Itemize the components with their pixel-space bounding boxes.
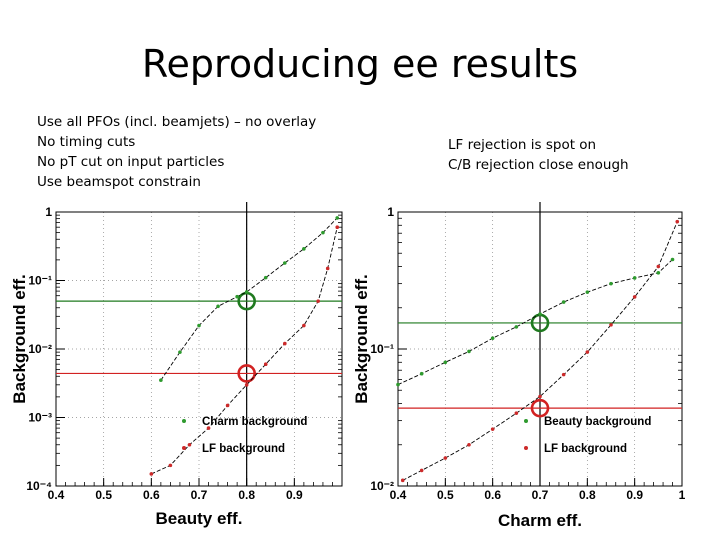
- legend-marker: [182, 419, 186, 423]
- data-point: [244, 290, 249, 294]
- data-point: [467, 349, 471, 354]
- note-line: Use all PFOs (incl. beamjets) – no overl…: [37, 114, 317, 130]
- data-point: [609, 323, 613, 327]
- x-tick-label: 0.9: [626, 488, 643, 502]
- data-point: [538, 312, 542, 316]
- y-tick-label: 10⁻¹: [28, 274, 52, 288]
- chart-2: 0.4 0.5 0.6 0.7 0.8 0.9 1 1 10⁻¹ 10⁻² Beauty backg…: [352, 202, 686, 530]
- data-point: [263, 362, 268, 366]
- legend-marker: [524, 446, 528, 450]
- data-point: [197, 323, 201, 328]
- slide-title: Reproducing ee results: [141, 42, 579, 86]
- data-point: [585, 290, 590, 294]
- series-line: [151, 227, 338, 475]
- y-axis-label: Background eff.: [352, 274, 371, 403]
- data-point: [609, 281, 613, 286]
- data-point: [656, 264, 661, 269]
- series-line: [397, 259, 673, 385]
- data-point: [419, 371, 424, 376]
- x-tick-label: 0.6: [143, 488, 160, 502]
- series-line: [160, 217, 338, 381]
- data-point: [159, 378, 163, 383]
- legend-label: LF background: [544, 443, 627, 455]
- data-point: [216, 304, 220, 309]
- data-point: [443, 456, 448, 460]
- data-point: [302, 247, 306, 251]
- note-line: No timing cuts: [37, 134, 136, 150]
- right-notes: LF rejection is spot on C/B rejection cl…: [448, 135, 629, 175]
- x-tick-label: 0.4: [48, 488, 65, 502]
- y-tick-label: 10⁻³: [28, 411, 52, 425]
- data-point: [263, 275, 268, 280]
- x-tick-label: 0.6: [484, 488, 501, 502]
- data-point: [656, 270, 661, 275]
- legend-label: LF background: [202, 443, 285, 455]
- data-point: [675, 219, 680, 224]
- working-point-circle: [237, 364, 256, 383]
- data-point: [514, 411, 519, 415]
- data-point: [178, 350, 182, 354]
- x-tick-label: 0.7: [532, 488, 549, 502]
- x-tick-label: 0.5: [437, 488, 454, 502]
- y-axis-label: Background eff.: [10, 274, 29, 403]
- data-point: [235, 294, 239, 299]
- legend-marker: [524, 419, 528, 423]
- x-tick-label: 0.4: [390, 488, 407, 502]
- legend-label: Charm background: [202, 416, 307, 428]
- data-point: [149, 472, 154, 476]
- data-point: [206, 426, 211, 430]
- data-point: [514, 325, 519, 329]
- working-point-circle: [530, 398, 550, 418]
- data-point: [321, 230, 325, 235]
- data-point: [467, 442, 471, 447]
- note-line: No pT cut on input particles: [37, 154, 225, 170]
- y-tick-label: 10⁻⁴: [26, 479, 52, 493]
- data-point: [316, 299, 320, 303]
- data-point: [419, 468, 424, 473]
- data-point: [396, 382, 400, 387]
- x-tick-label: 0.7: [191, 488, 208, 502]
- data-point: [400, 478, 405, 483]
- data-point: [283, 261, 287, 265]
- y-tick-label: 10⁻¹: [370, 342, 394, 356]
- chart-1: 0.4 0.5 0.6 0.7 0.8 0.9 1 10⁻¹ 10⁻² 10⁻³ 10⁻⁴ Charm…: [10, 202, 343, 528]
- data-point: [538, 394, 542, 399]
- y-tick-label: 10⁻²: [370, 479, 394, 493]
- data-point: [302, 323, 306, 328]
- note-line: Use beamspot constrain: [37, 174, 201, 190]
- data-point: [670, 257, 675, 262]
- data-point: [490, 336, 495, 340]
- x-axis-label: Beauty eff.: [156, 509, 243, 528]
- legend-label: Beauty background: [544, 416, 651, 428]
- x-tick-label: 0.9: [286, 488, 303, 502]
- data-point: [632, 276, 637, 280]
- left-notes: Use all PFOs (incl. beamjets) – no overl…: [37, 112, 316, 192]
- data-point: [187, 442, 192, 447]
- data-point: [490, 427, 495, 431]
- note-line: LF rejection is spot on: [448, 137, 597, 153]
- y-tick-label: 10⁻²: [28, 342, 52, 356]
- x-tick-label: 0.8: [579, 488, 596, 502]
- x-axis-label: Charm eff.: [498, 511, 582, 530]
- x-tick-label: 0.8: [238, 488, 255, 502]
- data-point: [585, 350, 590, 354]
- data-point: [335, 216, 340, 220]
- y-tick-label: 1: [387, 205, 394, 219]
- data-point: [225, 403, 230, 408]
- data-point: [325, 266, 330, 271]
- data-point: [443, 360, 448, 365]
- data-point: [561, 300, 566, 304]
- data-point: [244, 383, 249, 387]
- data-point: [632, 295, 637, 299]
- y-tick-label: 1: [45, 205, 52, 219]
- data-point: [335, 225, 340, 229]
- data-point: [168, 463, 173, 468]
- note-line: C/B rejection close enough: [448, 157, 629, 173]
- x-tick-label: 0.5: [95, 488, 112, 502]
- data-point: [283, 341, 287, 346]
- x-tick-label: 1: [679, 488, 686, 502]
- legend-marker: [182, 446, 186, 450]
- data-point: [561, 372, 566, 377]
